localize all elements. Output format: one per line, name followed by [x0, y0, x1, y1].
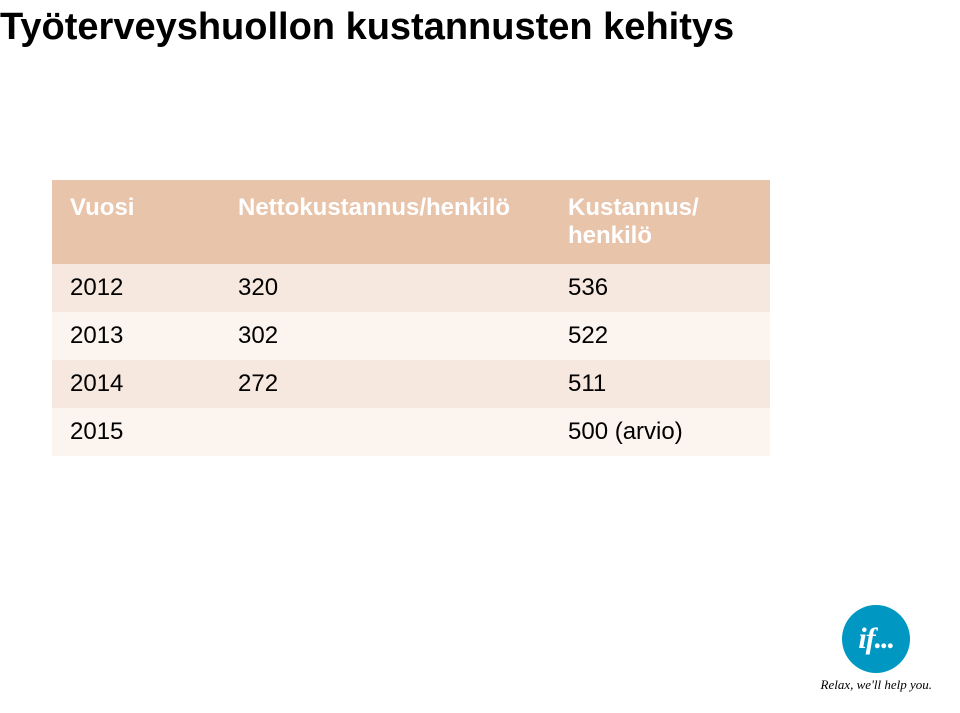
table-cell: 2015: [52, 408, 220, 456]
if-logo-text: if...: [858, 622, 894, 656]
if-logo-circle: if...: [842, 605, 910, 673]
table-header-row: Vuosi Nettokustannus/henkilö Kustannus/ …: [52, 180, 770, 264]
col-header-netcost: Nettokustannus/henkilö: [220, 180, 550, 264]
brand-logo: if... Relax, we'll help you.: [821, 605, 932, 693]
table-cell: 2014: [52, 360, 220, 408]
col-header-year: Vuosi: [52, 180, 220, 264]
table-cell: 500 (arvio): [550, 408, 770, 456]
table-cell: 2012: [52, 264, 220, 312]
table-cell: 511: [550, 360, 770, 408]
table-cell: 302: [220, 312, 550, 360]
col-header-cost: Kustannus/ henkilö: [550, 180, 770, 264]
table-cell: 320: [220, 264, 550, 312]
table-body: 2012320536201330252220142725112015500 (a…: [52, 264, 770, 456]
cost-table: Vuosi Nettokustannus/henkilö Kustannus/ …: [52, 180, 770, 456]
table-row: 2012320536: [52, 264, 770, 312]
brand-tagline: Relax, we'll help you.: [821, 677, 932, 693]
table-cell: 272: [220, 360, 550, 408]
table-cell: [220, 408, 550, 456]
table-row: 2014272511: [52, 360, 770, 408]
table-row: 2015 500 (arvio): [52, 408, 770, 456]
slide-title: Työterveyshuollon kustannusten kehitys: [0, 6, 734, 49]
table-cell: 536: [550, 264, 770, 312]
table-cell: 2013: [52, 312, 220, 360]
table-row: 2013302522: [52, 312, 770, 360]
table-cell: 522: [550, 312, 770, 360]
